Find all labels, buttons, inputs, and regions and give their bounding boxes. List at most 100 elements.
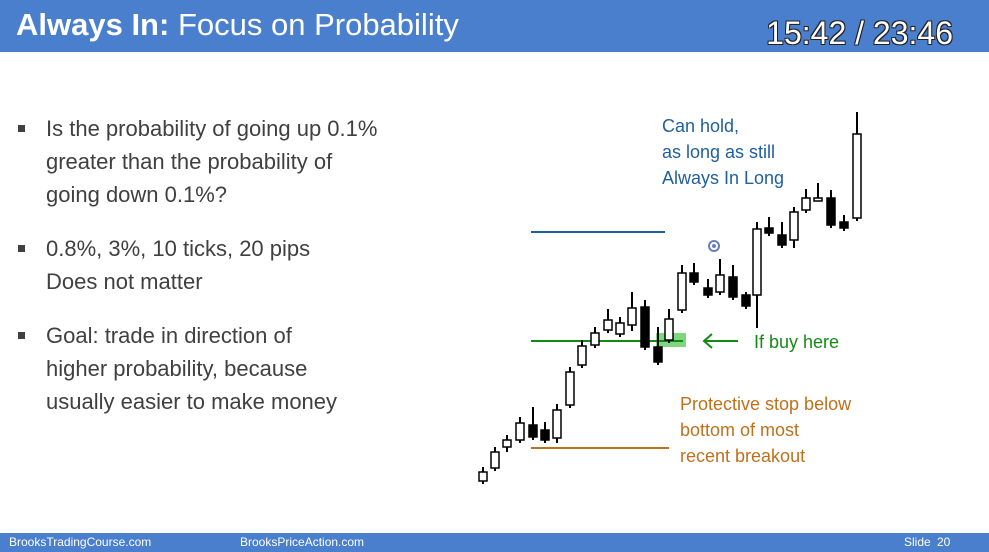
candle-body (764, 227, 774, 234)
candle-body (552, 409, 562, 439)
candle-body (664, 318, 674, 341)
candle-body (728, 276, 738, 298)
bull-candle (603, 309, 613, 333)
bear-candle (728, 265, 738, 300)
bullet-line: Goal: trade in direction of (46, 323, 292, 348)
bull-candle (502, 435, 512, 452)
bull-candle (752, 222, 762, 328)
hold-annotation: Can hold, as long as still Always In Lon… (662, 113, 784, 191)
bear-candle (777, 222, 787, 248)
bull-candle (664, 309, 674, 343)
bull-candle (715, 259, 725, 295)
stop-line: Protective stop below (680, 394, 852, 414)
candle-body (677, 272, 687, 311)
candle-body (590, 332, 600, 346)
bullet-line: going down 0.1%? (46, 182, 228, 207)
candle-body (603, 319, 613, 331)
candle-body (565, 371, 575, 406)
candle-body (715, 274, 725, 293)
bull-candle (515, 417, 525, 443)
bear-candle (653, 327, 663, 365)
bull-candle (577, 340, 587, 368)
bullet-line: Is the probability of going up 0.1% (46, 116, 378, 141)
candle-body (813, 197, 823, 202)
bullet-line: Does not matter (46, 269, 203, 294)
slide-footer: BrooksTradingCourse.com BrooksPriceActio… (0, 533, 989, 552)
bullet-line: higher probability, because (46, 356, 308, 381)
footer-center-link[interactable]: BrooksPriceAction.com (240, 535, 365, 549)
bear-candle (689, 263, 699, 285)
candle-body (627, 307, 637, 326)
bull-candle (852, 112, 862, 221)
bullet-square-icon (18, 125, 25, 132)
title-rest: Focus on Probability (177, 7, 459, 42)
bear-candle (826, 190, 836, 228)
title-bold: Always In: (16, 7, 170, 42)
bullet-item: 0.8%, 3%, 10 ticks, 20 pips Does not mat… (18, 232, 458, 298)
bull-candle (789, 207, 799, 248)
stop-annotation: Protective stop below bottom of most rec… (680, 391, 851, 469)
hold-line: Always In Long (662, 168, 785, 188)
candle-body (777, 234, 787, 246)
candle-body (741, 294, 751, 307)
slide-label: Slide (904, 535, 931, 549)
candle-body (852, 133, 862, 219)
stop-line: bottom of most (680, 420, 800, 440)
footer-left-link[interactable]: BrooksTradingCourse.com (9, 535, 152, 549)
bull-candle (615, 317, 625, 337)
bear-candle (839, 215, 849, 231)
candle-body (689, 272, 699, 283)
bullet-list: Is the probability of going up 0.1% grea… (18, 112, 458, 439)
buy-annotation: If buy here (754, 332, 840, 352)
candle-body (540, 429, 550, 441)
bear-candle (640, 300, 650, 350)
bull-candle (478, 467, 488, 484)
slide-header: Always In: Focus on Probability (0, 0, 989, 52)
bull-candle (490, 447, 500, 471)
slide-number: 20 (937, 535, 951, 549)
candle-body (478, 471, 488, 482)
slide-title: Always In: Focus on Probability (16, 5, 459, 45)
bull-candle (565, 367, 575, 408)
bull-candle (677, 265, 687, 313)
arrow-left-icon (702, 333, 713, 349)
video-timer: 15:42 / 23:46 (766, 15, 953, 51)
candle-body (752, 228, 762, 296)
candle-body (826, 197, 836, 226)
bear-candle (741, 292, 751, 309)
candle-body (528, 424, 538, 438)
candle-body (801, 197, 811, 211)
stop-line: recent breakout (680, 446, 806, 466)
candle-body (789, 211, 799, 241)
candle-body (490, 451, 500, 469)
bull-candle (801, 189, 811, 213)
candle-body (577, 345, 587, 366)
bullet-line: greater than the probability of (46, 149, 333, 174)
cursor-dot-center (712, 244, 716, 248)
bull-candle (552, 404, 562, 443)
candle-body (640, 306, 650, 348)
candle-body (839, 221, 849, 229)
bullet-item: Is the probability of going up 0.1% grea… (18, 112, 458, 211)
bull-candle (590, 327, 600, 348)
candle-body (703, 287, 713, 296)
hold-line: as long as still (662, 142, 776, 162)
candle-body (615, 322, 625, 335)
bullet-square-icon (18, 332, 25, 339)
bear-candle (703, 279, 713, 298)
candle-body (515, 422, 525, 441)
bullet-item: Goal: trade in direction of higher proba… (18, 319, 458, 418)
bullet-line: usually easier to make money (46, 389, 338, 414)
bullet-square-icon (18, 245, 25, 252)
candle-body (502, 439, 512, 448)
bullet-line: 0.8%, 3%, 10 ticks, 20 pips (46, 236, 311, 261)
bull-candle (627, 292, 637, 331)
bear-candle (764, 217, 774, 236)
bear-candle (540, 422, 550, 443)
candles-group (478, 112, 862, 484)
bear-candle (528, 407, 538, 440)
candle-body (653, 346, 663, 363)
bull-candle (813, 183, 823, 202)
hold-line: Can hold, (662, 116, 740, 136)
